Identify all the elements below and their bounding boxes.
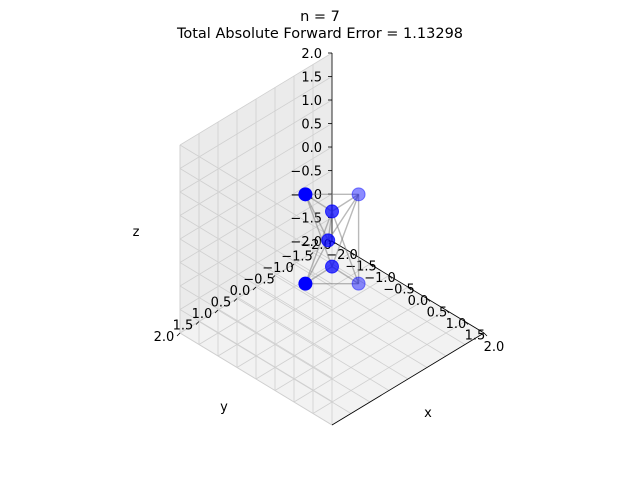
edge-line bbox=[304, 211, 333, 284]
x-tick-mark bbox=[407, 286, 412, 291]
x-tick-label: 1.0 bbox=[446, 317, 467, 332]
x-tick-label: 2.0 bbox=[484, 340, 505, 355]
tick-labels: −2.0−2.0−2.0−1.5−1.5−1.5−1.0−1.0−1.0−0.5… bbox=[154, 47, 505, 355]
z-tick-label: 0.5 bbox=[301, 118, 322, 133]
data-point bbox=[351, 187, 366, 202]
y-tick-label: 1.5 bbox=[173, 319, 194, 334]
grid-line bbox=[179, 99, 333, 193]
z-tick-label: 1.0 bbox=[301, 94, 322, 109]
y-axis-label: y bbox=[220, 400, 228, 415]
grid-line bbox=[312, 321, 466, 414]
x-tick-mark bbox=[350, 252, 355, 256]
chart-title: n = 7 bbox=[300, 9, 340, 25]
data-point bbox=[298, 276, 313, 291]
grid-line bbox=[179, 52, 333, 146]
data-point bbox=[325, 204, 339, 219]
y-tick-mark bbox=[233, 298, 238, 302]
z-tick-label: 0.0 bbox=[301, 141, 322, 156]
grid-line bbox=[179, 146, 333, 240]
y-axis-line bbox=[331, 332, 485, 426]
data-points bbox=[298, 187, 366, 291]
x-tick-label: 0.5 bbox=[427, 306, 448, 321]
data-point bbox=[298, 187, 313, 202]
y-tick-label: 0.0 bbox=[230, 284, 251, 299]
z-tick-label: −0.5 bbox=[290, 165, 322, 180]
chart-subtitle: Total Absolute Forward Error = 1.13298 bbox=[176, 26, 463, 42]
data-point bbox=[351, 276, 366, 291]
grid-line bbox=[179, 215, 333, 308]
grid-line bbox=[179, 168, 333, 261]
grid-line bbox=[179, 332, 333, 426]
y-tick-mark bbox=[309, 252, 314, 256]
x-tick-label: 1.5 bbox=[465, 329, 486, 344]
z-tick-label: 1.5 bbox=[301, 71, 322, 86]
z-tick-label: 2.0 bbox=[301, 47, 322, 62]
z-axis-label: z bbox=[133, 225, 140, 240]
grid-line bbox=[274, 298, 428, 391]
y-tick-label: −0.5 bbox=[243, 273, 275, 288]
y-tick-mark bbox=[290, 263, 295, 268]
y-tick-mark bbox=[195, 321, 200, 325]
x-tick-mark bbox=[388, 275, 393, 279]
edge-line bbox=[327, 193, 360, 241]
data-point bbox=[325, 259, 339, 274]
edge-line bbox=[331, 211, 360, 284]
y-tick-mark bbox=[176, 332, 181, 337]
x-tick-label: −0.5 bbox=[383, 283, 415, 298]
y-tick-label: 1.0 bbox=[192, 307, 213, 322]
x-tick-mark bbox=[426, 298, 431, 302]
y-tick-label: 0.5 bbox=[211, 296, 232, 311]
grid-line bbox=[179, 144, 333, 238]
z-tick-label: −2.0 bbox=[290, 235, 322, 250]
data-point bbox=[321, 233, 336, 248]
edge-line bbox=[304, 240, 329, 284]
z-tick-label: −1.5 bbox=[290, 212, 322, 227]
edge-line bbox=[304, 194, 333, 267]
grid-line bbox=[179, 123, 333, 216]
x-tick-label: 0.0 bbox=[408, 294, 429, 309]
x-tick-label: −1.0 bbox=[364, 271, 396, 286]
x-tick-mark bbox=[369, 263, 374, 268]
x-tick-mark bbox=[483, 332, 488, 337]
y-tick-label: −1.5 bbox=[281, 250, 313, 265]
grid-line bbox=[179, 191, 333, 285]
y-tick-mark bbox=[252, 286, 257, 291]
grid-line bbox=[179, 76, 333, 169]
grid-line bbox=[293, 309, 447, 403]
x-axis-label: x bbox=[424, 406, 432, 421]
y-tick-mark bbox=[214, 309, 219, 314]
edge-line bbox=[331, 194, 360, 267]
x-tick-mark bbox=[464, 321, 469, 325]
y-tick-mark bbox=[271, 275, 276, 279]
y-tick-label: −1.0 bbox=[262, 261, 294, 276]
grid-line bbox=[198, 321, 352, 414]
x-tick-mark bbox=[445, 309, 450, 314]
y-tick-label: 2.0 bbox=[154, 330, 175, 345]
